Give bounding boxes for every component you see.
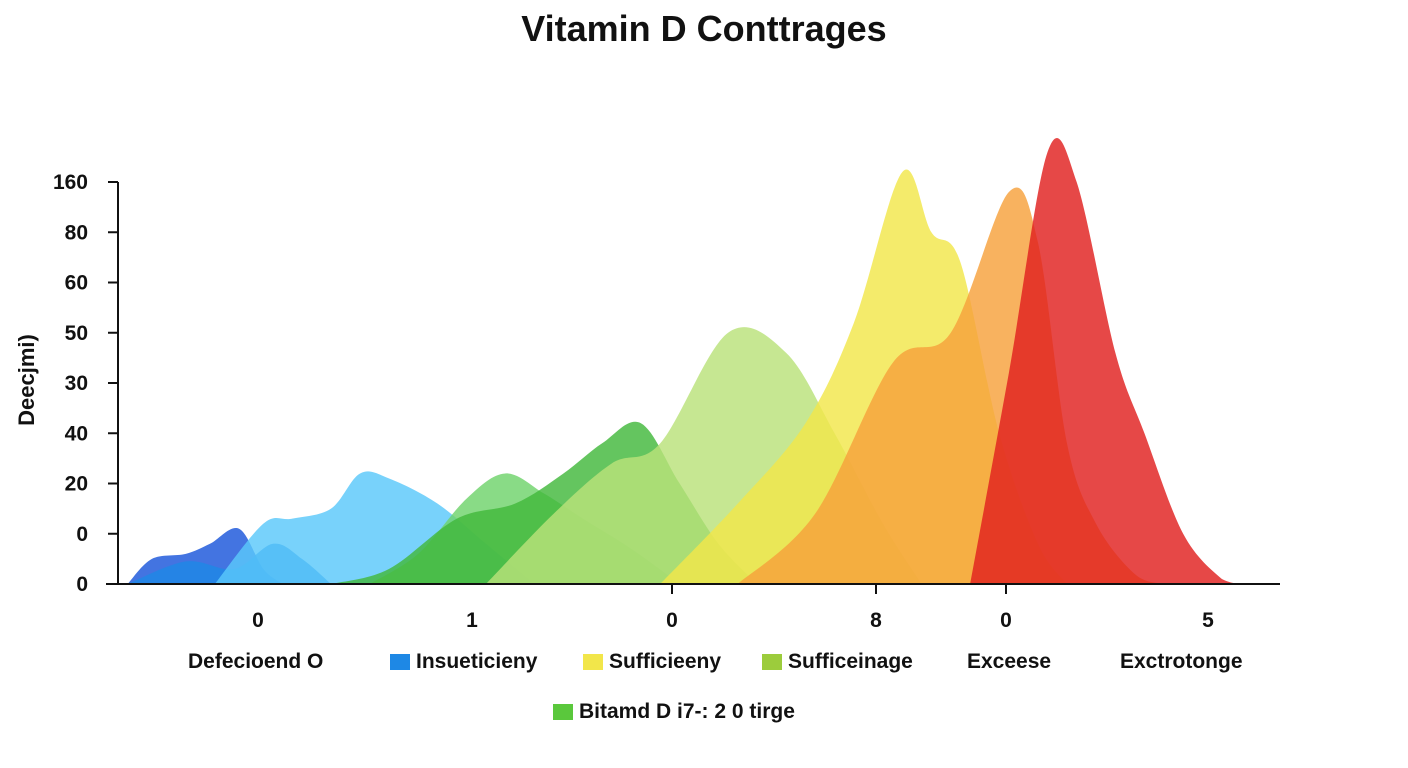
legend-label: Exctrotonge: [1120, 650, 1243, 673]
legend-row-1: Defecioend O Insueticieny Sufficieeny Suffi…: [0, 650, 1408, 680]
x-tick-label: 5: [1202, 609, 1214, 632]
x-tick-label: 0: [1000, 609, 1012, 632]
legend-item: Exctrotonge: [1120, 650, 1243, 674]
legend-item: Sufficeinage: [762, 650, 913, 674]
legend-swatch: [553, 704, 573, 720]
y-tick-label: 80: [65, 221, 88, 244]
legend-label: Defecioend O: [188, 650, 324, 673]
legend-label: Sufficieeny: [609, 650, 722, 673]
legend-label: Sufficeinage: [788, 650, 913, 673]
x-tick-label: 8: [870, 609, 882, 632]
legend-item: Defecioend O: [188, 650, 323, 674]
y-tick-label: 30: [65, 372, 88, 395]
chart-title: Vitamin D Conttrages: [521, 8, 887, 49]
legend-item: Insueticieny: [390, 650, 537, 674]
legend-swatch: [762, 654, 782, 670]
legend-item: Sufficieeny: [583, 650, 721, 674]
y-axis-label: Deecjmi): [14, 334, 39, 426]
legend-swatch: [390, 654, 410, 670]
x-tick-label: 0: [666, 609, 678, 632]
legend-row-2: Bitamd D i7-: 2 0 tirge: [0, 700, 1408, 730]
area-series-8: [970, 137, 1242, 584]
y-tick-label: 20: [65, 473, 88, 496]
legend-label: Exceese: [967, 650, 1052, 673]
legend-label: Insueticieny: [416, 650, 538, 673]
legend-item: Bitamd D i7-: 2 0 tirge: [553, 700, 795, 724]
x-tick-label: 1: [466, 609, 478, 632]
y-tick-label: 0: [76, 573, 88, 596]
x-tick-label: 0: [252, 609, 264, 632]
legend-swatch: [583, 654, 603, 670]
y-tick-label: 0: [76, 523, 88, 546]
y-tick-label: 160: [53, 171, 88, 194]
y-tick-label: 50: [65, 322, 88, 345]
legend-item: Exceese: [967, 650, 1051, 674]
y-tick-label: 60: [65, 272, 88, 295]
area-series-group: [127, 137, 1242, 585]
y-tick-label: 40: [65, 422, 88, 445]
legend-label: Bitamd D i7-: 2 0 tirge: [579, 700, 795, 723]
